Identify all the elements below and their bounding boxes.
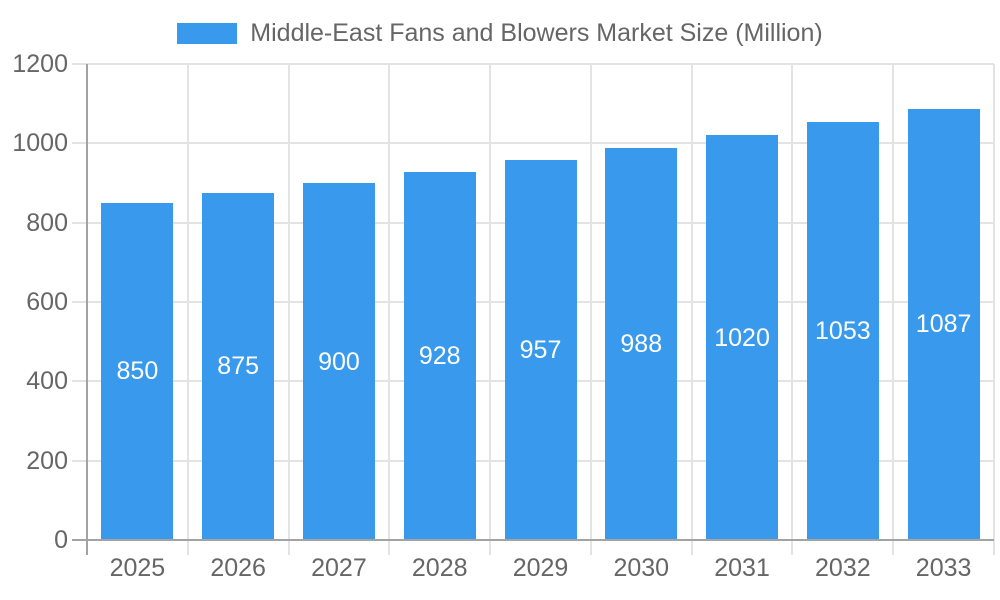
x-axis-label: 2026 xyxy=(210,554,266,582)
bar-value-label: 850 xyxy=(116,357,159,386)
x-axis-tick xyxy=(388,540,391,555)
x-axis-tick xyxy=(589,540,592,555)
bar-value-label: 1053 xyxy=(815,317,871,346)
bar-2030[interactable] xyxy=(605,148,678,540)
x-axis-label: 2033 xyxy=(915,554,972,582)
gridline-horizontal xyxy=(87,142,994,145)
y-axis-label: 0 xyxy=(54,526,68,554)
x-axis-label: 2029 xyxy=(512,554,569,582)
x-axis-label: 2027 xyxy=(311,554,367,582)
y-axis-label: 1000 xyxy=(12,129,68,158)
x-axis-tick xyxy=(489,540,492,555)
bar-value-label: 1020 xyxy=(714,323,770,352)
gridline-vertical xyxy=(690,64,693,540)
y-axis-line xyxy=(86,64,88,555)
bar-2031[interactable] xyxy=(706,135,779,540)
x-axis-tick xyxy=(690,540,693,555)
y-axis-tick xyxy=(72,142,87,145)
bar-2028[interactable] xyxy=(403,171,476,540)
x-axis-label: 2031 xyxy=(714,554,770,582)
gridline-vertical xyxy=(791,64,794,540)
gridline-vertical xyxy=(186,64,189,540)
bar-2027[interactable] xyxy=(302,183,375,540)
x-axis-label: 2030 xyxy=(613,554,670,582)
y-axis-tick xyxy=(72,63,87,65)
bar-2032[interactable] xyxy=(806,122,879,540)
legend-swatch[interactable] xyxy=(177,23,238,44)
y-axis-tick xyxy=(72,459,87,462)
y-axis-tick xyxy=(72,221,87,224)
x-axis-label: 2028 xyxy=(411,554,468,582)
y-axis-label: 600 xyxy=(26,288,68,316)
bar-value-label: 900 xyxy=(318,347,360,376)
y-axis-label: 1200 xyxy=(12,50,68,78)
gridline-vertical xyxy=(388,64,391,540)
gridline-horizontal xyxy=(87,63,994,65)
gridline-vertical xyxy=(892,64,895,540)
y-axis-tick xyxy=(72,301,87,303)
gridline-vertical xyxy=(287,64,290,540)
bar-2026[interactable] xyxy=(202,192,275,540)
bar-value-label: 988 xyxy=(620,330,663,359)
x-axis-tick xyxy=(287,540,290,555)
y-axis-label: 400 xyxy=(26,367,68,396)
y-axis-label: 200 xyxy=(26,446,68,475)
gridline-vertical xyxy=(489,64,492,540)
bar-2025[interactable] xyxy=(101,202,174,540)
x-axis-label: 2025 xyxy=(109,554,166,582)
gridline-vertical xyxy=(589,64,592,540)
bar-2029[interactable] xyxy=(504,160,577,540)
y-axis-label: 800 xyxy=(26,208,68,237)
gridline-vertical xyxy=(993,64,995,540)
x-axis-tick xyxy=(892,540,895,555)
x-axis-tick xyxy=(791,540,794,555)
bar-value-label: 875 xyxy=(217,352,260,381)
bar-value-label: 957 xyxy=(519,336,562,365)
bar-value-label: 928 xyxy=(418,341,461,370)
chart-legend: Middle-East Fans and Blowers Market Size… xyxy=(0,21,1000,46)
x-axis-tick xyxy=(186,540,189,555)
x-axis-tick xyxy=(993,540,995,555)
y-axis-tick xyxy=(72,380,87,383)
x-axis-label: 2032 xyxy=(815,554,871,582)
bar-2033[interactable] xyxy=(907,108,980,540)
legend-label[interactable]: Middle-East Fans and Blowers Market Size… xyxy=(250,19,823,47)
x-axis-line xyxy=(72,539,994,541)
bar-value-label: 1087 xyxy=(915,310,972,339)
